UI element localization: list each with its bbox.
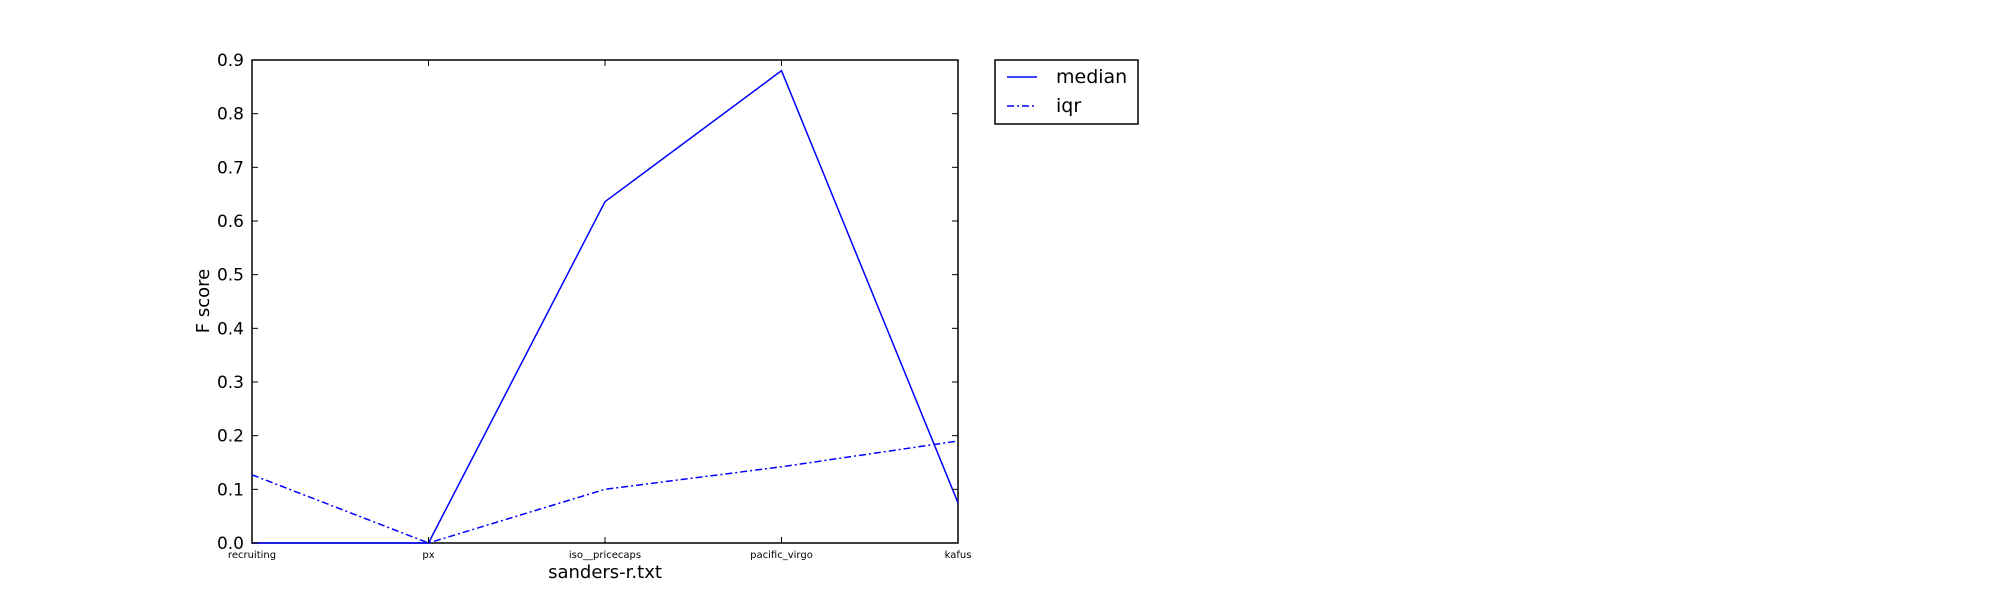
- x-tick-label: iso__pricecaps: [569, 550, 641, 561]
- y-tick-label: 0.1: [217, 480, 244, 500]
- y-axis-label: F score: [193, 269, 214, 333]
- series-layer: [251, 69, 959, 544]
- x-tick-label: px: [422, 550, 434, 561]
- legend-median-label: median: [1056, 66, 1127, 88]
- y-tick-label: 0.0: [217, 534, 244, 554]
- plot-frame: [251, 59, 959, 544]
- y-tick-labels: 0.0 0.1 0.2 0.3 0.4 0.5 0.6 0.7 0.8 0.9: [217, 51, 244, 554]
- y-tick-label: 0.6: [217, 212, 244, 232]
- y-tick-label: 0.4: [217, 319, 244, 339]
- x-tick-label: recruiting: [228, 550, 276, 561]
- y-tick-label: 0.7: [217, 158, 244, 178]
- x-tick-label: kafus: [945, 550, 972, 561]
- y-tick-label: 0.5: [217, 266, 244, 286]
- y-tick-label: 0.9: [217, 51, 244, 71]
- x-axis-label: sanders-r.txt: [548, 562, 662, 583]
- legend: median iqr: [994, 59, 1139, 125]
- x-tick-label: pacific_virgo: [750, 550, 813, 561]
- y-tick-label: 0.8: [217, 105, 244, 125]
- legend-box: [994, 59, 1139, 125]
- legend-iqr-label: iqr: [1056, 95, 1081, 117]
- y-tick-label: 0.2: [217, 427, 244, 447]
- series-line-iqr: [251, 440, 959, 544]
- y-tick-label: 0.3: [217, 373, 244, 393]
- ticks-layer: [251, 59, 959, 544]
- series-line-median: [252, 69, 959, 544]
- x-tick-labels: recruiting px iso__pricecaps pacific_virgo k…: [228, 550, 971, 561]
